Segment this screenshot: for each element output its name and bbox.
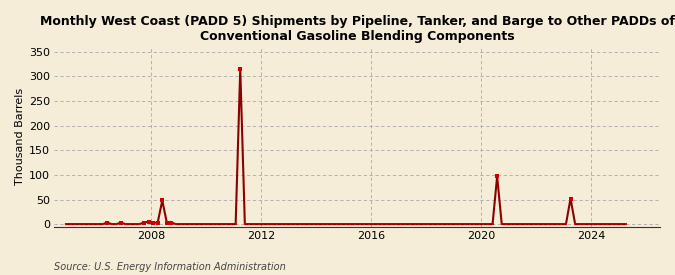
- Y-axis label: Thousand Barrels: Thousand Barrels: [15, 88, 25, 185]
- Text: Source: U.S. Energy Information Administration: Source: U.S. Energy Information Administ…: [54, 262, 286, 272]
- Title: Monthly West Coast (PADD 5) Shipments by Pipeline, Tanker, and Barge to Other PA: Monthly West Coast (PADD 5) Shipments by…: [40, 15, 675, 43]
